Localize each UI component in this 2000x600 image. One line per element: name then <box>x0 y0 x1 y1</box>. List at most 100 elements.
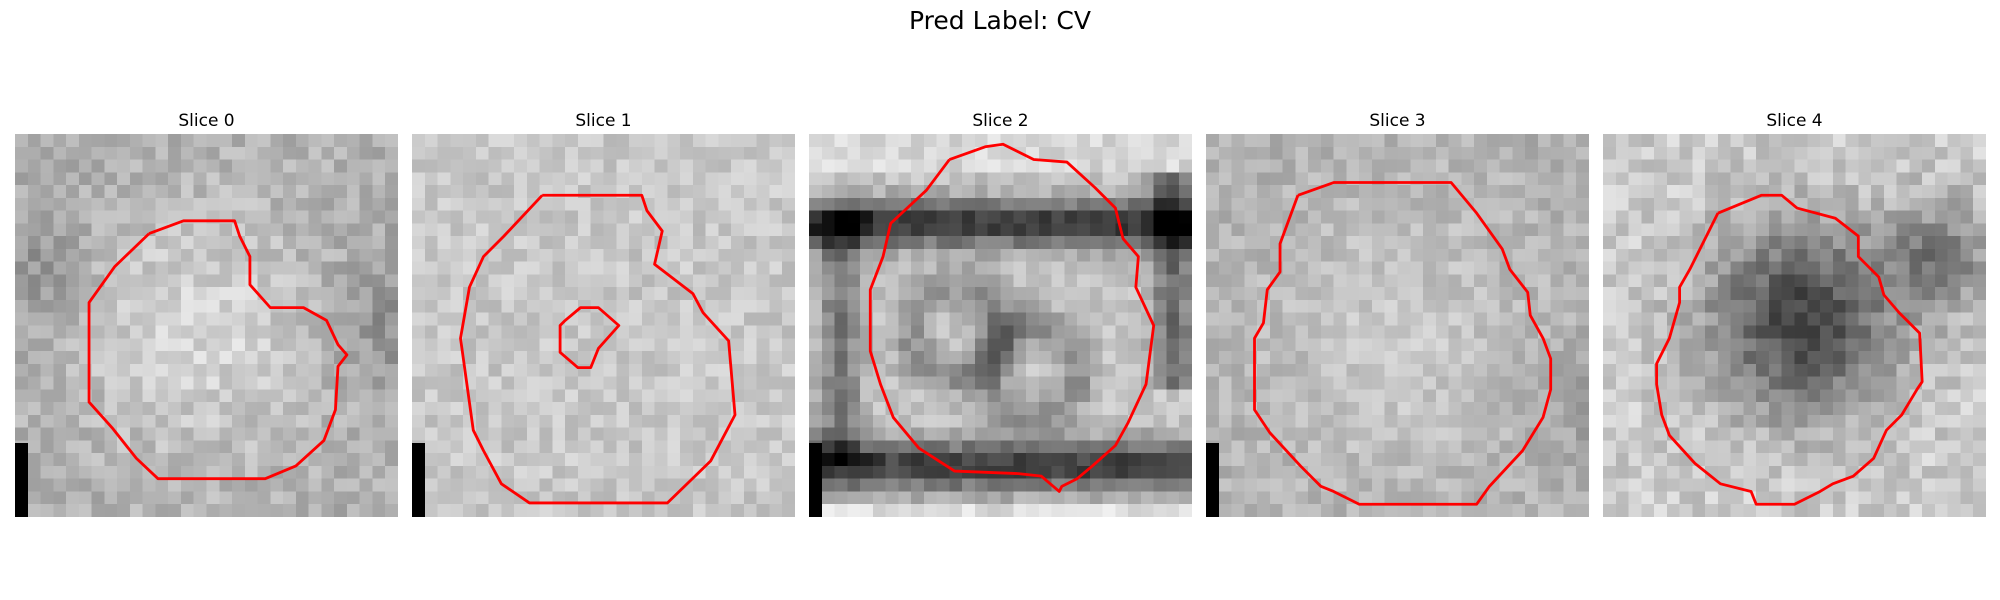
pixel <box>244 338 258 352</box>
pixel <box>782 504 795 517</box>
pixel <box>1499 274 1513 288</box>
pixel <box>1896 376 1910 390</box>
pixel <box>78 236 92 250</box>
pixel <box>1820 363 1834 377</box>
pixel <box>1934 440 1948 454</box>
pixel <box>1333 223 1347 237</box>
pixel <box>1537 261 1551 275</box>
pixel <box>1883 312 1897 326</box>
pixel <box>91 478 105 492</box>
pixel <box>1064 491 1078 505</box>
pixel <box>501 210 515 224</box>
pixel <box>1909 299 1923 313</box>
pixel <box>718 363 732 377</box>
pixel <box>539 504 553 517</box>
pixel <box>1730 338 1744 352</box>
pixel <box>911 402 925 416</box>
pixel <box>1807 312 1821 326</box>
pixel <box>450 223 464 237</box>
pixel <box>577 453 591 467</box>
pixel <box>91 159 105 173</box>
pixel <box>692 159 706 173</box>
pixel <box>1153 312 1167 326</box>
pixel <box>1973 287 1986 301</box>
pixel <box>1140 491 1154 505</box>
pixel <box>206 478 220 492</box>
pixel <box>1679 478 1693 492</box>
pixel <box>193 287 207 301</box>
pixel <box>885 376 899 390</box>
pixel <box>1128 338 1142 352</box>
pixel <box>334 299 348 313</box>
pixel <box>949 351 963 365</box>
pixel <box>193 236 207 250</box>
pixel <box>91 210 105 224</box>
pixel <box>590 478 604 492</box>
pixel <box>1051 465 1065 479</box>
pixel <box>923 261 937 275</box>
pixel <box>40 478 54 492</box>
pixel <box>385 312 398 326</box>
pixel <box>155 478 169 492</box>
pixel <box>53 261 67 275</box>
pixel <box>104 351 118 365</box>
pixel <box>1166 363 1180 377</box>
pixel <box>1743 312 1757 326</box>
pixel <box>1871 299 1885 313</box>
pixel <box>1947 236 1961 250</box>
pixel <box>743 261 757 275</box>
pixel <box>1000 248 1014 262</box>
pixel <box>1922 491 1936 505</box>
pixel <box>1013 248 1027 262</box>
pixel <box>91 299 105 313</box>
pixel <box>1807 172 1821 186</box>
pixel <box>180 223 194 237</box>
pixel <box>1934 414 1948 428</box>
pixel <box>539 453 553 467</box>
pixel <box>1756 491 1770 505</box>
pixel <box>1615 402 1629 416</box>
pixel <box>1909 402 1923 416</box>
pixel <box>91 427 105 441</box>
pixel <box>385 134 398 148</box>
pixel <box>1537 223 1551 237</box>
pixel <box>1038 504 1052 517</box>
pixel <box>244 172 258 186</box>
pixel <box>15 351 29 365</box>
pixel <box>91 351 105 365</box>
pixel <box>78 159 92 173</box>
pixel <box>1934 274 1948 288</box>
pixel <box>244 146 258 160</box>
pixel <box>1206 185 1220 199</box>
pixel <box>437 159 451 173</box>
pixel <box>1832 299 1846 313</box>
pixel <box>1794 440 1808 454</box>
pixel <box>232 299 246 313</box>
pixel <box>1666 287 1680 301</box>
pixel <box>603 504 617 517</box>
pixel <box>847 312 861 326</box>
pixel <box>821 338 835 352</box>
pixel <box>15 299 29 313</box>
pixel <box>1051 274 1065 288</box>
pixel <box>412 312 426 326</box>
pixel <box>1768 159 1782 173</box>
pixel <box>1026 453 1040 467</box>
pixel <box>809 134 823 148</box>
pixel <box>1371 185 1385 199</box>
pixel <box>654 185 668 199</box>
pixel <box>1486 312 1500 326</box>
pixel <box>1922 287 1936 301</box>
pixel <box>142 504 156 517</box>
pixel <box>1768 299 1782 313</box>
pixel <box>539 197 553 211</box>
pixel <box>91 134 105 148</box>
pixel <box>603 287 617 301</box>
pixel <box>219 465 233 479</box>
pixel <box>1641 478 1655 492</box>
pixel <box>847 197 861 211</box>
pixel <box>488 223 502 237</box>
pixel <box>1077 312 1091 326</box>
pixel <box>1461 389 1475 403</box>
pixel <box>1960 325 1974 339</box>
